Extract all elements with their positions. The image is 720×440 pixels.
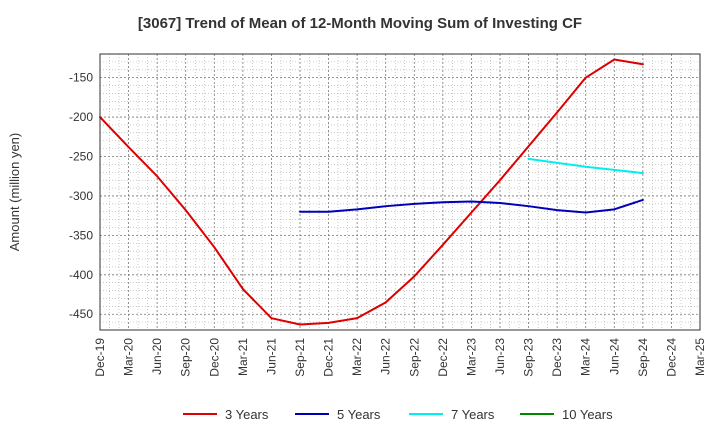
series-line <box>527 157 644 175</box>
x-tick-label: Jun-22 <box>379 338 393 375</box>
x-tick-label: Sep-24 <box>636 338 650 377</box>
y-tick-label: -450 <box>69 307 93 321</box>
y-tick-label: -400 <box>69 268 93 282</box>
y-tick-label: -250 <box>69 150 93 164</box>
x-tick-label: Dec-19 <box>93 338 107 377</box>
x-tick-label: Sep-22 <box>407 338 421 377</box>
x-tick-label: Sep-21 <box>293 338 307 377</box>
series-line <box>99 58 644 326</box>
legend-label: 10 Years <box>562 407 613 422</box>
series-lines <box>99 58 644 326</box>
x-axis: Dec-19 Mar-20 Jun-20 Sep-20 Dec-20 Mar-21 Jun-… <box>93 338 707 377</box>
grid <box>100 54 700 330</box>
legend-label: 5 Years <box>337 407 381 422</box>
legend: 3 Years 5 Years 7 Years 10 Years <box>183 407 613 422</box>
legend-label: 7 Years <box>451 407 495 422</box>
y-axis: -150 -200 -250 -300 -350 -400 -450 <box>69 71 93 322</box>
x-tick-label: Mar-21 <box>236 338 250 376</box>
x-tick-label: Dec-24 <box>664 338 678 377</box>
x-tick-label: Jun-23 <box>493 338 507 375</box>
series-line <box>299 198 644 214</box>
y-tick-label: -300 <box>69 189 93 203</box>
x-tick-label: Jun-20 <box>150 338 164 375</box>
x-tick-label: Mar-25 <box>693 338 707 376</box>
y-tick-label: -150 <box>69 71 93 85</box>
x-tick-label: Mar-22 <box>350 338 364 376</box>
x-tick-label: Sep-20 <box>179 338 193 377</box>
x-tick-label: Dec-21 <box>322 338 336 377</box>
x-tick-label: Sep-23 <box>522 338 536 377</box>
x-tick-label: Dec-20 <box>207 338 221 377</box>
x-tick-label: Dec-23 <box>550 338 564 377</box>
chart-title: [3067] Trend of Mean of 12-Month Moving … <box>138 15 582 32</box>
y-axis-label: Amount (million yen) <box>7 133 22 252</box>
x-tick-label: Mar-24 <box>579 338 593 376</box>
x-tick-label: Jun-24 <box>607 338 621 375</box>
plot-area <box>100 54 700 330</box>
y-tick-label: -350 <box>69 228 93 242</box>
x-tick-label: Dec-22 <box>436 338 450 377</box>
plot-frame <box>99 53 701 331</box>
x-tick-label: Mar-20 <box>122 338 136 376</box>
legend-label: 3 Years <box>225 407 269 422</box>
x-tick-label: Mar-23 <box>464 338 478 376</box>
x-tick-label: Jun-21 <box>264 338 278 375</box>
y-tick-label: -200 <box>69 110 93 124</box>
